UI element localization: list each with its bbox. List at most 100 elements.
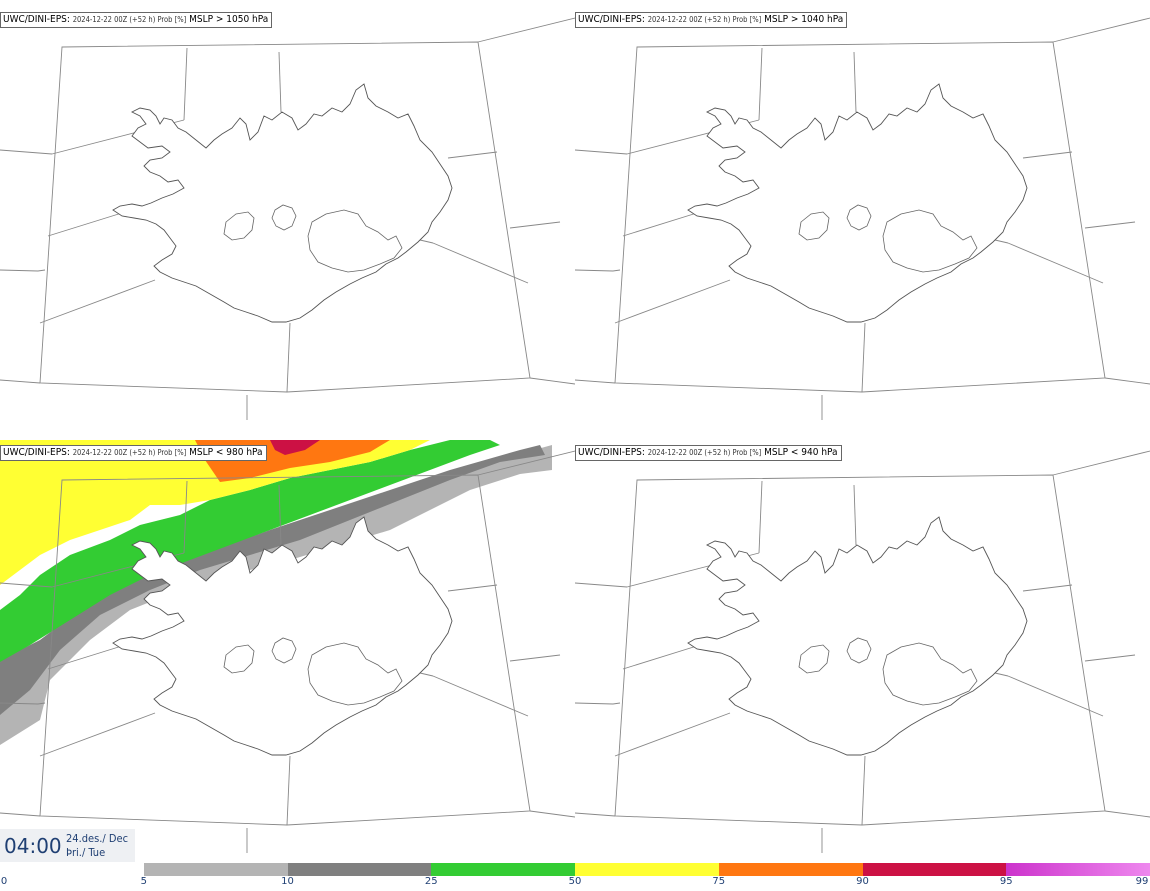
graticule-line bbox=[861, 755, 866, 826]
colorbar-segment bbox=[143, 863, 288, 876]
graticule-line bbox=[853, 51, 857, 113]
graticule-line bbox=[1052, 17, 1150, 43]
valid-date: 24.des./ Dec Þri./ Tue bbox=[66, 832, 128, 860]
probability-area bbox=[0, 445, 552, 745]
valid-date-line: 24.des./ Dec bbox=[66, 832, 129, 845]
graticule-line bbox=[419, 672, 434, 677]
panel-title: UWC/DINI-EPS: 2024-12-22 00Z (+52 h) Pro… bbox=[575, 12, 848, 28]
map-canvas bbox=[575, 450, 1150, 853]
graticule-line bbox=[614, 279, 731, 324]
panel-field: MSLP > 1040 hPa bbox=[764, 14, 844, 25]
graticule-line bbox=[278, 51, 282, 113]
panel-title: UWC/DINI-EPS: 2024-12-22 00Z (+52 h) Pro… bbox=[0, 445, 267, 461]
panel-model: UWC/DINI-EPS bbox=[578, 14, 642, 25]
panel-run: 2024-12-22 00Z (+52 h) Prob [%] bbox=[72, 15, 187, 24]
glacier-outline bbox=[271, 637, 297, 664]
graticule-line bbox=[575, 269, 614, 272]
graticule-line bbox=[1104, 810, 1150, 818]
map-panel-4: UWC/DINI-EPS: 2024-12-22 00Z (+52 h) Pro… bbox=[575, 433, 1150, 865]
graticule-line bbox=[1022, 584, 1073, 592]
glacier-outline bbox=[223, 644, 255, 674]
graticule-line bbox=[419, 239, 434, 244]
panel-run: 2024-12-22 00Z (+52 h) Prob [%] bbox=[72, 448, 187, 457]
graticule-line bbox=[758, 480, 763, 554]
domain-boundary bbox=[39, 41, 531, 393]
probability-area bbox=[0, 440, 430, 585]
graticule-line bbox=[1007, 242, 1104, 284]
map-layers bbox=[575, 450, 1150, 853]
colorbar-tick-label: 75 bbox=[712, 876, 726, 887]
graticule-line bbox=[183, 480, 188, 554]
glacier-outline bbox=[882, 642, 978, 706]
graticule-line bbox=[575, 582, 628, 588]
graticule-line bbox=[286, 322, 291, 393]
graticule-line bbox=[39, 279, 156, 324]
graticule-line bbox=[994, 239, 1009, 244]
panel-model: UWC/DINI-EPS bbox=[578, 447, 642, 458]
glacier-outline bbox=[271, 204, 297, 231]
colorbar-segment bbox=[718, 863, 863, 876]
coastline bbox=[112, 516, 453, 756]
graticule-line bbox=[0, 812, 41, 817]
graticule-line bbox=[0, 269, 39, 272]
graticule-line bbox=[286, 755, 291, 826]
graticule-line bbox=[861, 322, 866, 393]
probability-colorbar: 0 5 10 25 50 75 90 95 99 bbox=[0, 863, 1150, 891]
graticule-line bbox=[994, 672, 1009, 677]
domain-boundary bbox=[614, 41, 1106, 393]
colorbar-tick-label: 0 bbox=[0, 876, 8, 887]
colorbar-segment bbox=[431, 863, 575, 876]
map-canvas bbox=[575, 17, 1150, 420]
panel-field: MSLP > 1050 hPa bbox=[189, 14, 269, 25]
panel-title: UWC/DINI-EPS: 2024-12-22 00Z (+52 h) Pro… bbox=[575, 445, 842, 461]
map-canvas bbox=[0, 440, 575, 853]
map-panel-3: UWC/DINI-EPS: 2024-12-22 00Z (+52 h) Pro… bbox=[0, 433, 575, 865]
map-layers bbox=[0, 17, 575, 420]
graticule-line bbox=[432, 675, 529, 717]
graticule-line bbox=[0, 379, 41, 384]
glacier-outline bbox=[846, 204, 872, 231]
panel-run: 2024-12-22 00Z (+52 h) Prob [%] bbox=[647, 15, 762, 24]
colorbar-tick-label: 5 bbox=[140, 876, 147, 887]
graticule-line bbox=[622, 644, 701, 670]
graticule-line bbox=[853, 484, 857, 546]
map-layers bbox=[575, 17, 1150, 420]
graticule-line bbox=[622, 211, 701, 237]
graticule-line bbox=[39, 712, 156, 757]
graticule-line bbox=[509, 654, 561, 662]
colorbar-tick-label: 90 bbox=[856, 876, 869, 887]
graticule-line bbox=[447, 584, 498, 592]
graticule-line bbox=[1022, 151, 1073, 159]
graticule-line bbox=[1052, 450, 1150, 476]
colorbar-tick-label: 95 bbox=[999, 876, 1013, 887]
graticule-line bbox=[1104, 377, 1150, 385]
coastline bbox=[687, 516, 1028, 756]
graticule-line bbox=[575, 812, 616, 817]
graticule-line bbox=[0, 702, 39, 705]
graticule-line bbox=[529, 810, 575, 818]
graticule-line bbox=[0, 149, 53, 155]
panel-run: 2024-12-22 00Z (+52 h) Prob [%] bbox=[647, 448, 762, 457]
map-panel-2: UWC/DINI-EPS: 2024-12-22 00Z (+52 h) Pro… bbox=[575, 0, 1150, 432]
graticule-line bbox=[612, 269, 621, 272]
domain-boundary bbox=[614, 474, 1106, 826]
probability-area bbox=[270, 440, 320, 455]
glacier-outline bbox=[307, 642, 403, 706]
graticule-line bbox=[37, 269, 46, 272]
graticule-line bbox=[0, 582, 53, 588]
glacier-outline bbox=[223, 211, 255, 241]
graticule-line bbox=[47, 644, 126, 670]
graticule-line bbox=[183, 47, 188, 121]
graticule-line bbox=[614, 712, 731, 757]
graticule-line bbox=[278, 484, 282, 546]
graticule-line bbox=[477, 17, 575, 43]
graticule-line bbox=[1084, 221, 1136, 229]
glacier-outline bbox=[307, 209, 403, 273]
glacier-outline bbox=[798, 211, 830, 241]
graticule-line bbox=[1007, 675, 1104, 717]
glacier-outline bbox=[798, 644, 830, 674]
panel-model: UWC/DINI-EPS bbox=[3, 14, 67, 25]
colorbar-tick-label: 99 bbox=[1135, 876, 1149, 887]
graticule-line bbox=[1084, 654, 1136, 662]
panel-field: MSLP < 940 hPa bbox=[764, 447, 838, 458]
